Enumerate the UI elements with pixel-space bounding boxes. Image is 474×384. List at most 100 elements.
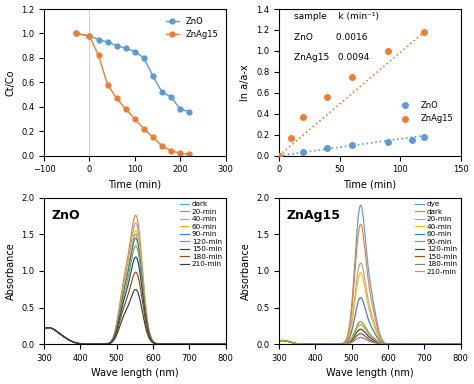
60-min <box>223 342 228 346</box>
60-min <box>323 342 328 346</box>
60-min <box>383 342 389 346</box>
90-min <box>398 342 403 346</box>
dark <box>413 342 419 346</box>
60-min <box>458 342 464 346</box>
ZnAg15 <box>105 83 110 87</box>
150-min <box>148 338 154 342</box>
180-min <box>398 342 403 346</box>
Line: 40-min: 40-min <box>279 273 461 344</box>
90-min <box>73 341 79 345</box>
dark <box>88 342 93 346</box>
Y-axis label: Ct/Co: Ct/Co <box>6 69 16 96</box>
40-min <box>41 327 47 331</box>
dark <box>133 232 138 237</box>
120-min <box>223 342 228 346</box>
X-axis label: Wave length (nm): Wave length (nm) <box>91 368 179 379</box>
150-min <box>358 331 364 336</box>
120-min <box>123 283 129 288</box>
180-min <box>73 341 79 345</box>
90-min <box>223 342 228 346</box>
20-min <box>88 342 93 346</box>
120-min <box>308 342 314 346</box>
180-min <box>88 342 93 346</box>
40-min <box>223 342 228 346</box>
210-min <box>358 322 364 327</box>
150-min <box>73 341 79 345</box>
120-min <box>163 342 168 346</box>
60-min <box>41 327 47 331</box>
180-min <box>413 342 419 346</box>
150-min <box>178 342 184 346</box>
ZnAg15 <box>287 135 295 141</box>
ZnAg15 <box>186 152 192 157</box>
20-min <box>123 263 129 268</box>
150-min <box>358 331 364 336</box>
dark <box>383 341 389 346</box>
ZnO <box>114 43 119 48</box>
210-min <box>223 342 228 346</box>
ZnO <box>186 109 192 114</box>
dye <box>458 342 464 346</box>
210-min <box>123 308 129 313</box>
ZnO <box>275 152 283 159</box>
dye <box>308 342 314 346</box>
150-min <box>123 290 129 294</box>
150-min <box>413 342 419 346</box>
ZnAg15 <box>141 126 147 131</box>
180-min <box>323 342 328 346</box>
Legend: ZnO, ZnAg15: ZnO, ZnAg15 <box>393 97 456 126</box>
Line: 120-min: 120-min <box>279 329 461 344</box>
Line: 180-min: 180-min <box>44 272 226 344</box>
180-min <box>308 342 314 346</box>
40-min <box>358 271 364 275</box>
20-min <box>133 213 138 218</box>
40-min <box>88 342 93 346</box>
180-min <box>133 270 138 275</box>
Text: ZnO: ZnO <box>51 209 80 222</box>
40-min <box>398 342 403 346</box>
20-min <box>223 342 228 346</box>
dark <box>323 342 328 346</box>
ZnO <box>420 134 428 140</box>
210-min <box>178 342 184 346</box>
20-min <box>323 342 328 346</box>
180-min <box>358 335 364 340</box>
150-min <box>163 342 168 346</box>
90-min <box>178 342 184 346</box>
20-min <box>413 342 419 346</box>
150-min <box>88 342 93 346</box>
ZnAg15 <box>96 53 101 58</box>
60-min <box>413 342 419 346</box>
ZnAg15 <box>123 107 128 111</box>
ZnO <box>141 56 147 60</box>
20-min <box>358 262 364 266</box>
20-min <box>308 342 314 346</box>
60-min <box>398 342 403 346</box>
20-min <box>398 342 403 346</box>
20-min <box>178 342 184 346</box>
Line: 90-min: 90-min <box>44 238 226 344</box>
60-min <box>358 295 364 300</box>
40-min <box>413 342 419 346</box>
150-min <box>398 342 403 346</box>
90-min <box>148 337 154 341</box>
120-min <box>413 342 419 346</box>
ZnO <box>96 37 101 42</box>
dark <box>276 339 282 343</box>
ZnAg15 <box>324 94 331 100</box>
60-min <box>308 342 314 346</box>
ZnAg15 <box>275 152 283 159</box>
120-min <box>323 342 328 346</box>
150-min <box>41 327 47 331</box>
120-min <box>41 327 47 331</box>
210-min <box>88 342 93 346</box>
Y-axis label: ln a/a-x: ln a/a-x <box>240 64 250 101</box>
150-min <box>323 342 328 346</box>
210-min <box>398 342 403 346</box>
60-min <box>133 228 138 233</box>
90-min <box>123 278 129 283</box>
ZnAg15 <box>384 48 392 54</box>
210-min <box>148 339 154 344</box>
Line: 210-min: 210-min <box>44 290 226 344</box>
210-min <box>276 339 282 343</box>
